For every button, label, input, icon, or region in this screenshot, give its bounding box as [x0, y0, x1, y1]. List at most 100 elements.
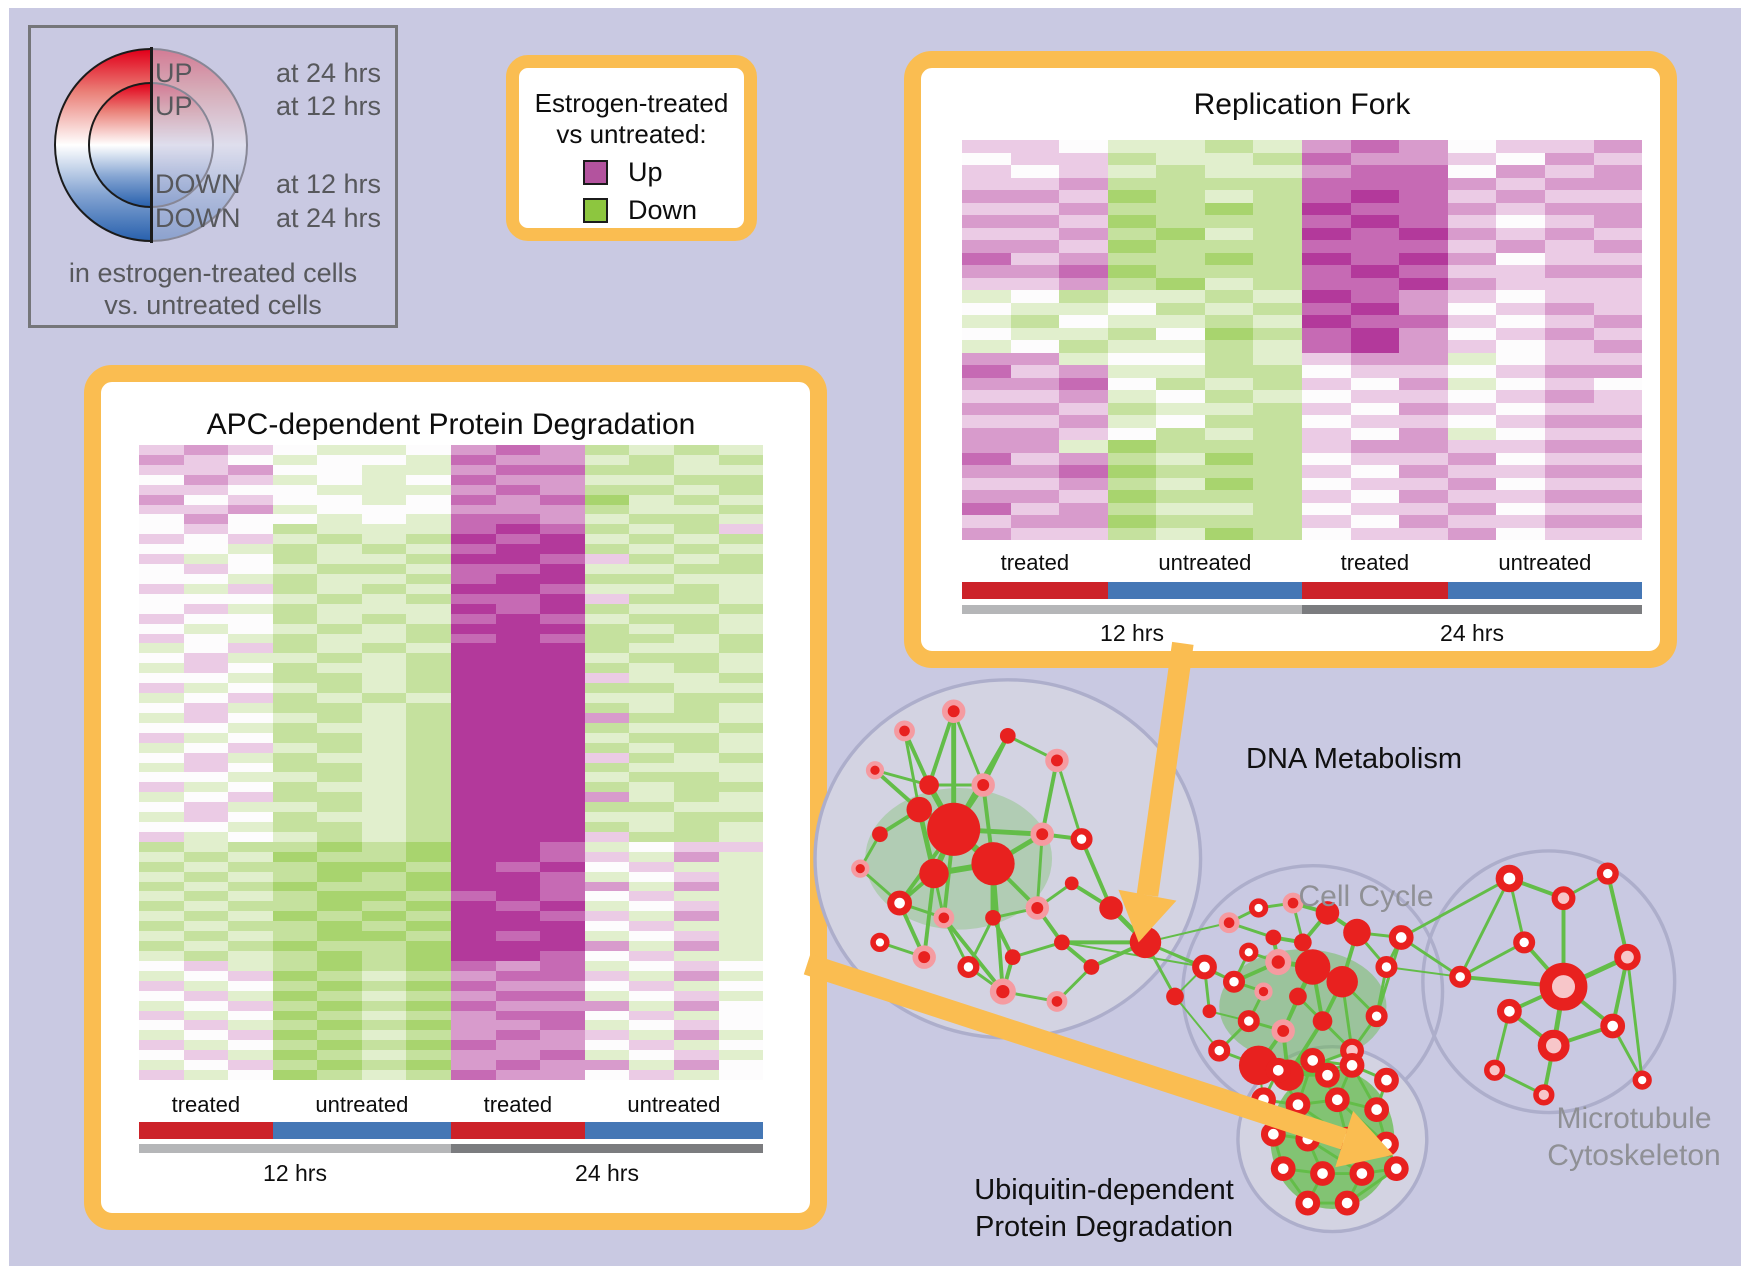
heatmap-cell	[317, 990, 362, 1001]
heatmap-cell	[1302, 465, 1351, 478]
heatmap-cell	[228, 593, 273, 604]
heatmap-cell	[1010, 190, 1060, 203]
heatmap-cell	[272, 445, 318, 455]
network-node	[1537, 1029, 1570, 1062]
heatmap-cell	[228, 494, 273, 505]
heatmap-row	[139, 445, 764, 455]
network-edge	[1507, 878, 1526, 943]
heatmap-cell	[1447, 227, 1497, 240]
network-edge	[1035, 906, 1064, 944]
heatmap-cell	[228, 524, 273, 535]
heatmap-cell	[1593, 377, 1643, 390]
heatmap-cell	[139, 623, 184, 634]
heatmap-cell	[584, 484, 630, 495]
network-edge	[933, 860, 994, 877]
edge-density-blob	[1219, 949, 1387, 1064]
network-edge	[953, 826, 1043, 837]
heatmap-cell	[1399, 252, 1448, 265]
heatmap-cell	[1593, 140, 1643, 153]
heatmap-cell	[540, 901, 585, 912]
network-edge	[1541, 1045, 1556, 1096]
heatmap-cell	[718, 712, 764, 723]
heatmap-cell	[718, 673, 764, 684]
heatmap-cell	[584, 722, 630, 733]
heatmap-cell	[629, 921, 674, 932]
heatmap-cell	[406, 494, 452, 505]
network-node	[1218, 912, 1240, 934]
network-edge	[1341, 980, 1378, 1018]
heatmap-cell	[1399, 440, 1448, 453]
heatmap-cell	[629, 524, 674, 535]
heatmap-cell	[1350, 415, 1400, 428]
heatmap-cell	[1107, 490, 1157, 503]
heatmap-cell	[272, 663, 318, 674]
heatmap-cell	[451, 653, 496, 664]
heatmap-cell	[451, 792, 496, 803]
heatmap-cell	[451, 742, 496, 753]
heatmap-cell	[317, 613, 362, 624]
heatmap-cell	[451, 762, 496, 773]
heatmap-cell	[1204, 415, 1254, 428]
heatmap-cell	[495, 732, 541, 743]
heatmap-cell	[718, 474, 764, 485]
heatmap-cell	[406, 1050, 452, 1061]
heatmap-cell	[1107, 140, 1157, 153]
network-edge	[1281, 1167, 1309, 1204]
heatmap-cell	[1544, 177, 1594, 190]
heatmap-cell	[718, 693, 764, 703]
heatmap-cell	[1204, 390, 1254, 403]
heatmap-cell	[1156, 302, 1205, 315]
heatmap-cell	[406, 573, 452, 584]
network-node	[1315, 1062, 1340, 1088]
heatmap-row	[139, 772, 764, 783]
network-edge	[1258, 1063, 1279, 1072]
network-edge	[1355, 931, 1388, 968]
condition-bar-segment	[962, 582, 1108, 599]
heatmap-cell	[540, 633, 585, 644]
heatmap-cell	[584, 564, 630, 574]
heatmap-cell	[495, 573, 541, 584]
network-edge	[1263, 1098, 1299, 1107]
heatmap-cell	[540, 653, 585, 664]
heatmap-cell	[272, 802, 318, 813]
heatmap-row	[139, 464, 764, 475]
heatmap-cell	[540, 683, 585, 694]
heatmap-cell	[495, 831, 541, 842]
heatmap-cell	[1544, 277, 1594, 290]
heatmap-cell	[718, 792, 764, 803]
heatmap-cell	[1107, 502, 1157, 515]
heatmap-cell	[228, 454, 273, 465]
heatmap-row	[139, 851, 764, 862]
heatmap-cell	[451, 663, 496, 674]
heatmap-cell	[1302, 177, 1351, 190]
heatmap-cell	[962, 302, 1011, 315]
heatmap-cell	[451, 911, 496, 922]
heatmap-cell	[584, 792, 630, 803]
heatmap-cell	[406, 990, 452, 1001]
network-edge	[981, 784, 995, 864]
heatmap-cell	[1350, 502, 1400, 515]
heatmap-cell	[406, 822, 452, 832]
heatmap-cell	[1399, 315, 1448, 328]
heatmap-cell	[495, 464, 541, 475]
heatmap-cell	[1544, 427, 1594, 440]
heatmap-cell	[272, 871, 318, 882]
heatmap-cell	[183, 683, 229, 694]
heatmap-cell	[673, 544, 719, 555]
heatmap-row	[139, 881, 764, 892]
heatmap-cell	[673, 881, 719, 892]
heatmap-cell	[629, 772, 674, 783]
network-node	[1070, 828, 1093, 851]
heatmap-cell	[272, 941, 318, 952]
heatmap-cell	[629, 1070, 674, 1080]
heatmap-cell	[629, 564, 674, 574]
heatmap-cell	[1204, 277, 1254, 290]
heatmap-cell	[629, 494, 674, 505]
heatmap-cell	[540, 524, 585, 535]
heatmap-row	[139, 544, 764, 555]
heatmap-cell	[629, 702, 674, 713]
heatmap-cell	[1204, 177, 1254, 190]
heatmap-cell	[1156, 227, 1205, 240]
heatmap-cell	[183, 812, 229, 823]
heatmap-cell	[584, 514, 630, 525]
